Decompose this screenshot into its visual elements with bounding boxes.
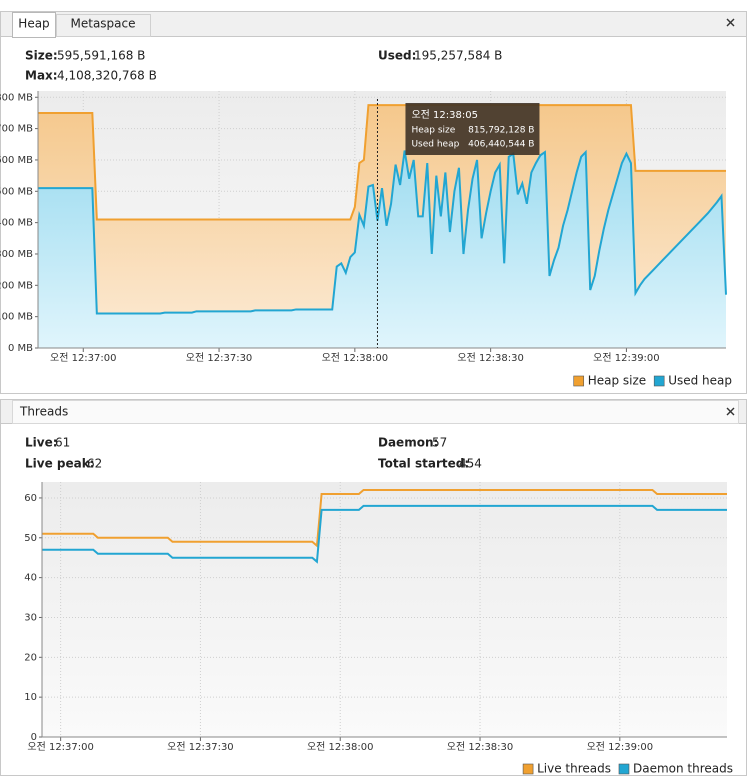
info-label: Daemon: [378,436,438,450]
legend-label: Live threads [537,762,611,776]
legend-swatch [618,763,630,775]
tooltip-value: 406,440,544 B [468,140,534,150]
tab-label[interactable]: Metaspace [71,17,136,31]
legend-label: Heap size [588,374,646,388]
y-tick-label: 500 MB [0,186,33,197]
legend-swatch [653,375,665,387]
y-tick-label: 300 MB [0,249,33,260]
tooltip-label: Heap size [411,126,455,136]
legend-swatch [522,763,534,775]
plot-area [42,482,727,737]
info-value: 195,257,584 B [414,49,502,63]
panel-title: Threads [19,405,68,419]
x-tick-label: 오전 12:37:30 [186,352,253,364]
info-value: 62 [87,457,102,471]
y-tick-label: 40 [24,573,37,584]
area-fill [38,150,726,348]
close-button[interactable] [726,407,735,416]
info-value: 595,591,168 B [57,49,145,63]
x-tick-label: 오전 12:39:00 [593,352,660,364]
tooltip-value: 815,792,128 B [468,126,534,136]
y-tick-label: 20 [24,652,37,663]
info-value: 57 [432,436,447,450]
info-label: Total started: [378,457,469,471]
y-tick-label: 600 MB [0,155,33,166]
tooltip: 오전 12:38:05 Heap size 815,792,128 B Used he… [405,103,540,155]
info-label: Live: [25,436,58,450]
info-label: Size: [25,49,58,63]
y-tick-label: 10 [24,692,37,703]
tab[interactable] [56,14,151,37]
tab-label[interactable]: Heap [18,17,49,31]
y-tick-label: 700 MB [0,124,33,135]
tab[interactable] [12,12,56,38]
info-label: Live peak: [25,457,95,471]
panel-title-box [12,400,739,424]
legend-label: Daemon threads [633,762,733,776]
tooltip-time: 오전 12:38:05 [411,109,478,121]
legend-label: Used heap [668,374,732,388]
x-tick-label: 오전 12:38:00 [322,352,389,364]
y-tick-label: 200 MB [0,280,33,291]
tooltip-label: Used heap [411,140,459,150]
y-tick-label: 60 [24,493,37,504]
close-button[interactable] [726,18,735,27]
info-label: Used: [378,49,416,63]
info-value: 454 [459,457,482,471]
series-line [42,504,727,564]
x-tick-label: 오전 12:37:30 [167,741,234,753]
x-tick-label: 오전 12:38:00 [307,741,374,753]
tooltip-box [405,103,540,155]
y-tick-label: 800 MB [0,92,33,103]
series-line [38,104,726,221]
y-tick-label: 0 MB [8,343,33,354]
legend-swatch [573,375,585,387]
y-tick-label: 30 [24,612,37,623]
x-tick-label: 오전 12:39:00 [587,741,654,753]
info-value: 61 [55,436,70,450]
series-line [38,149,727,315]
x-tick-label: 오전 12:37:00 [27,741,94,753]
y-tick-label: 100 MB [0,312,33,323]
x-tick-label: 오전 12:37:00 [50,352,117,364]
y-tick-label: 0 [31,732,37,743]
x-tick-label: 오전 12:38:30 [457,352,524,364]
y-tick-label: 50 [24,533,37,544]
series-line [42,488,727,548]
info-value: 4,108,320,768 B [57,69,157,83]
x-tick-label: 오전 12:38:30 [447,741,514,753]
info-label: Max: [25,69,58,83]
y-tick-label: 400 MB [0,218,33,229]
